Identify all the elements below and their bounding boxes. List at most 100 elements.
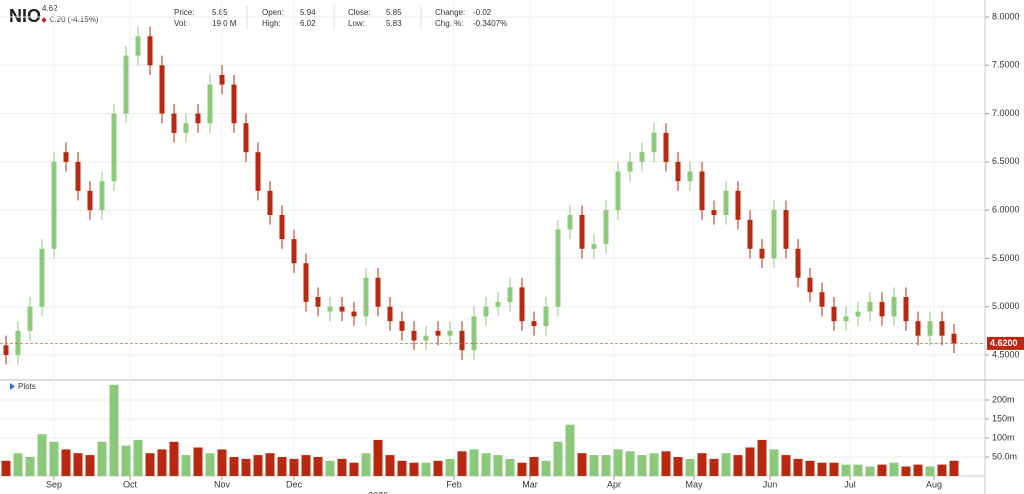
- volume-bar: [805, 460, 815, 476]
- stat-label: Vol:: [174, 19, 187, 28]
- volume-bar: [817, 462, 827, 476]
- x-tick-label: May: [685, 479, 703, 489]
- volume-bar: [229, 457, 239, 476]
- candle-body: [579, 214, 585, 249]
- volume-bar: [481, 453, 491, 476]
- volume-bar: [301, 455, 311, 476]
- volume-bar: [421, 462, 431, 476]
- volume-tick-label: 200m: [992, 394, 1015, 404]
- candle-body: [87, 190, 93, 211]
- candle-body: [303, 263, 309, 302]
- stat-label: Low:: [348, 19, 365, 28]
- volume-bar: [85, 455, 95, 476]
- volume-bar: [193, 447, 203, 476]
- volume-bar: [73, 453, 83, 476]
- x-tick-label: Aug: [926, 479, 942, 489]
- candle-body: [183, 123, 189, 133]
- volume-bar: [325, 460, 335, 476]
- volume-bar: [385, 455, 395, 476]
- volume-bar: [949, 460, 959, 476]
- candle-body: [447, 330, 453, 336]
- volume-bar: [61, 449, 71, 476]
- candle-body: [867, 301, 873, 312]
- stat-label: Close:: [348, 8, 371, 17]
- candle-body: [723, 190, 729, 215]
- candle-body: [267, 190, 273, 215]
- volume-bar: [649, 453, 659, 476]
- volume-bar: [289, 458, 299, 476]
- candle-body: [171, 113, 177, 133]
- volume-bar: [565, 424, 575, 476]
- candle-body: [75, 161, 81, 191]
- volume-bar: [553, 441, 563, 476]
- candle-body: [411, 330, 417, 341]
- candle-body: [231, 84, 237, 124]
- candle-body: [519, 287, 525, 322]
- volume-bar: [169, 441, 179, 476]
- volume-bar: [277, 457, 287, 476]
- volume-bar: [697, 453, 707, 476]
- volume-bar: [181, 455, 191, 476]
- candle-body: [771, 210, 777, 259]
- candle-body: [27, 306, 33, 331]
- candle-body: [531, 321, 537, 327]
- stat-label: Change:: [435, 8, 465, 17]
- candle-body: [111, 113, 117, 182]
- stat-label: Price:: [174, 8, 194, 17]
- candle-body: [855, 311, 861, 317]
- candle-body: [831, 306, 837, 322]
- candle-body: [879, 301, 885, 317]
- volume-bar: [373, 439, 383, 476]
- candle-body: [351, 311, 357, 317]
- volume-bar: [265, 453, 275, 476]
- candle-body: [915, 321, 921, 336]
- volume-bar: [877, 464, 887, 476]
- candle-body: [495, 301, 501, 307]
- candle-body: [207, 84, 213, 124]
- candle-body: [555, 229, 561, 307]
- candle-body: [483, 306, 489, 317]
- candle-body: [747, 219, 753, 249]
- y-tick-label: 5.5000: [992, 253, 1020, 263]
- volume-bar: [469, 449, 479, 476]
- volume-bar: [409, 462, 419, 476]
- plots-label[interactable]: Plots: [18, 382, 36, 391]
- volume-bar: [505, 458, 515, 476]
- price-change: 0.20 (-4.15%): [50, 15, 99, 24]
- volume-bar: [685, 458, 695, 476]
- volume-bar: [793, 458, 803, 476]
- stat-label: Chg. %:: [435, 19, 463, 28]
- volume-bar: [1, 460, 11, 476]
- y-tick-label: 7.0000: [992, 108, 1020, 118]
- candle-body: [375, 277, 381, 307]
- candle-body: [15, 330, 21, 355]
- stat-value: 5.94: [300, 8, 316, 17]
- candle-body: [399, 321, 405, 331]
- y-tick-label: 8.0000: [992, 11, 1020, 21]
- volume-bar: [145, 453, 155, 476]
- volume-bar: [445, 458, 455, 476]
- volume-bar: [157, 449, 167, 476]
- candle-body: [783, 210, 789, 249]
- candle-body: [843, 316, 849, 322]
- volume-bar: [361, 453, 371, 476]
- volume-bar: [613, 449, 623, 476]
- expand-icon[interactable]: [10, 383, 15, 390]
- volume-bar: [937, 464, 947, 476]
- volume-bar: [889, 462, 899, 476]
- candle-body: [315, 297, 321, 307]
- candle-body: [759, 248, 765, 259]
- candle-body: [735, 190, 741, 220]
- volume-bar: [337, 458, 347, 476]
- volume-bar: [97, 441, 107, 476]
- volume-bar: [433, 460, 443, 476]
- candle-body: [615, 171, 621, 211]
- volume-bar: [841, 464, 851, 476]
- volume-bar: [865, 466, 875, 476]
- volume-bar: [913, 464, 923, 476]
- stat-value: 5.83: [386, 19, 402, 28]
- candle-body: [627, 161, 633, 172]
- candle-body: [63, 152, 69, 162]
- x-tick-label: Oct: [123, 479, 138, 489]
- x-tick-label: Mar: [522, 479, 538, 489]
